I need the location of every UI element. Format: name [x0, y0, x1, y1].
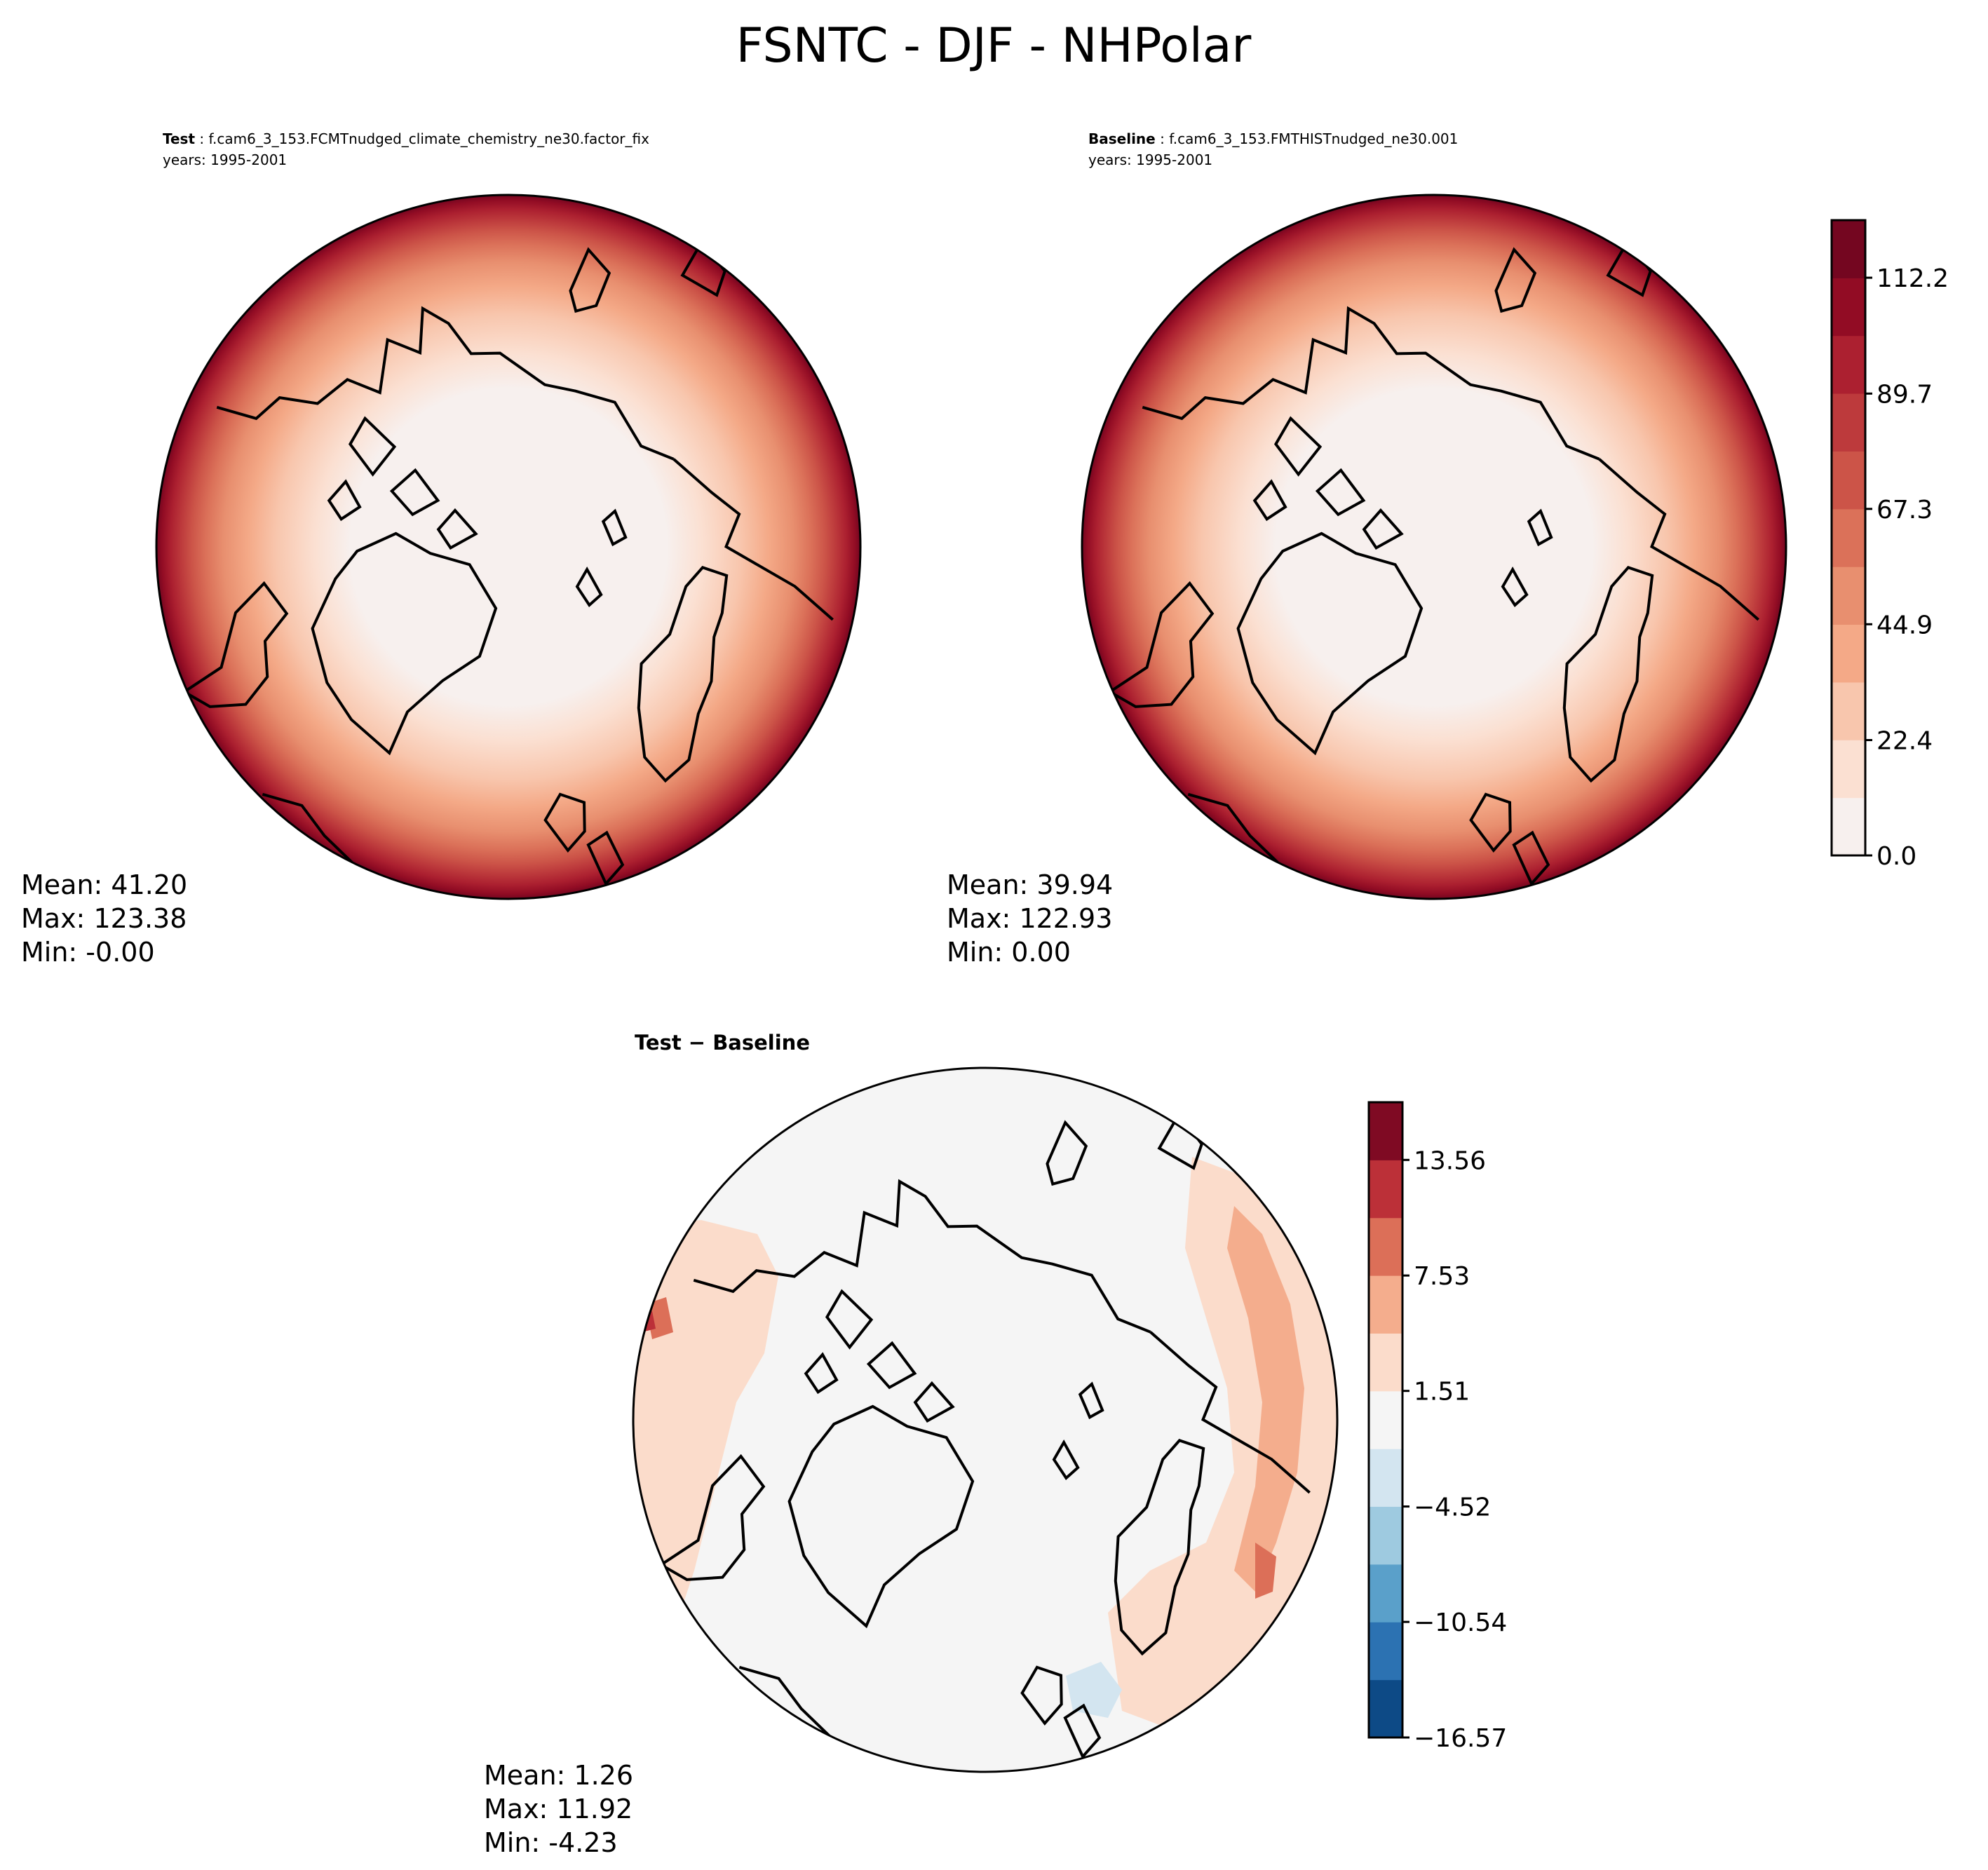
main-colorbar-band — [1832, 220, 1865, 278]
main-colorbar-tick-label: 89.7 — [1877, 380, 1933, 409]
main-colorbar-band — [1832, 624, 1865, 683]
main-colorbar-frame — [1830, 219, 1867, 857]
diff-colorbar-tick-label: 1.51 — [1414, 1378, 1470, 1407]
diff-anomaly-east-mid — [1227, 1206, 1304, 1592]
main-colorbar-band — [1832, 278, 1865, 337]
diff-map-border — [632, 1066, 1339, 1773]
diff-colorbar-band — [1369, 1102, 1402, 1160]
diff-colorbar-band — [1369, 1449, 1402, 1507]
diff-colorbar-tick-label: −16.57 — [1414, 1724, 1507, 1753]
diff-colorbar-tick-label: −10.54 — [1414, 1608, 1507, 1637]
test-case: f.cam6_3_153.FCMTnudged_climate_chemistr… — [208, 130, 649, 147]
baseline-map — [1082, 195, 1786, 899]
diff-colorbar-tick-label: −4.52 — [1414, 1493, 1491, 1522]
diff-mean: Mean: 1.26 — [484, 1760, 633, 1791]
test-min: Min: -0.00 — [21, 937, 155, 968]
baseline-header: Baseline : f.cam6_3_153.FMTHISTnudged_ne… — [1088, 130, 1458, 147]
diff-colorbar: −16.57 −10.54 −4.52 1.51 7.53 13.56 — [1367, 1101, 1507, 1753]
main-colorbar-band — [1832, 393, 1865, 452]
diff-colorbar-band — [1369, 1390, 1402, 1449]
main-colorbar-band — [1832, 508, 1865, 567]
diff-colorbar-band — [1369, 1622, 1402, 1681]
main-colorbar-tick-label: 0.0 — [1877, 842, 1916, 871]
test-map — [156, 195, 860, 899]
diff-anomaly-east-strong — [1255, 1543, 1276, 1599]
main-colorbar-band — [1832, 682, 1865, 740]
main-colorbar-band — [1832, 740, 1865, 799]
main-colorbar-band — [1832, 451, 1865, 510]
main-colorbar-band — [1832, 567, 1865, 625]
baseline-label: Baseline — [1088, 130, 1156, 147]
test-max: Max: 123.38 — [21, 903, 187, 934]
diff-colorbar-band — [1369, 1275, 1402, 1334]
test-years: years: 1995-2001 — [163, 151, 287, 168]
main-colorbar: 0.0 22.4 44.9 67.3 89.7 112.2 — [1830, 219, 1949, 871]
test-field — [156, 195, 860, 899]
diff-colorbar-band — [1369, 1217, 1402, 1276]
diff-panel: Test − Baseline Mean: 1.26 Max: 11.92 Mi… — [484, 1031, 1339, 1858]
diff-anomaly-negative — [1066, 1662, 1122, 1718]
test-label: Test — [163, 130, 195, 147]
baseline-field — [1082, 195, 1786, 899]
main-colorbar-tick-label: 112.2 — [1877, 264, 1949, 293]
main-colorbar-tick-label: 67.3 — [1877, 496, 1933, 524]
test-header: Test : f.cam6_3_153.FCMTnudged_climate_c… — [163, 130, 649, 147]
diff-colorbar-frame — [1367, 1101, 1404, 1739]
baseline-case: f.cam6_3_153.FMTHISTnudged_ne30.001 — [1169, 130, 1458, 147]
diff-min: Min: -4.23 — [484, 1827, 618, 1858]
diff-colorbar-tick-label: 7.53 — [1414, 1262, 1470, 1291]
diff-colorbar-band — [1369, 1506, 1402, 1565]
main-colorbar-tick-label: 22.4 — [1877, 727, 1933, 756]
diff-max: Max: 11.92 — [484, 1794, 633, 1824]
diff-colorbar-band — [1369, 1679, 1402, 1738]
main-colorbar-tick-label: 44.9 — [1877, 611, 1933, 639]
baseline-mean: Mean: 39.94 — [947, 869, 1113, 900]
baseline-map-border — [1081, 194, 1787, 900]
diff-title: Test − Baseline — [635, 1031, 810, 1055]
diff-colorbar-band — [1369, 1564, 1402, 1622]
diff-map — [633, 1068, 1337, 1772]
test-panel: Test : f.cam6_3_153.FCMTnudged_climate_c… — [21, 130, 862, 968]
diff-colorbar-tick-label: 13.56 — [1414, 1146, 1486, 1175]
baseline-min: Min: 0.00 — [947, 937, 1071, 968]
main-colorbar-band — [1832, 797, 1865, 856]
baseline-max: Max: 122.93 — [947, 903, 1112, 934]
baseline-years: years: 1995-2001 — [1088, 151, 1212, 168]
figure-title: FSNTC - DJF - NHPolar — [736, 18, 1252, 74]
main-colorbar-band — [1832, 335, 1865, 394]
baseline-panel: Baseline : f.cam6_3_153.FMTHISTnudged_ne… — [947, 130, 1787, 968]
diff-colorbar-band — [1369, 1160, 1402, 1219]
diff-colorbar-band — [1369, 1333, 1402, 1392]
test-map-border — [155, 194, 862, 900]
test-mean: Mean: 41.20 — [21, 869, 187, 900]
